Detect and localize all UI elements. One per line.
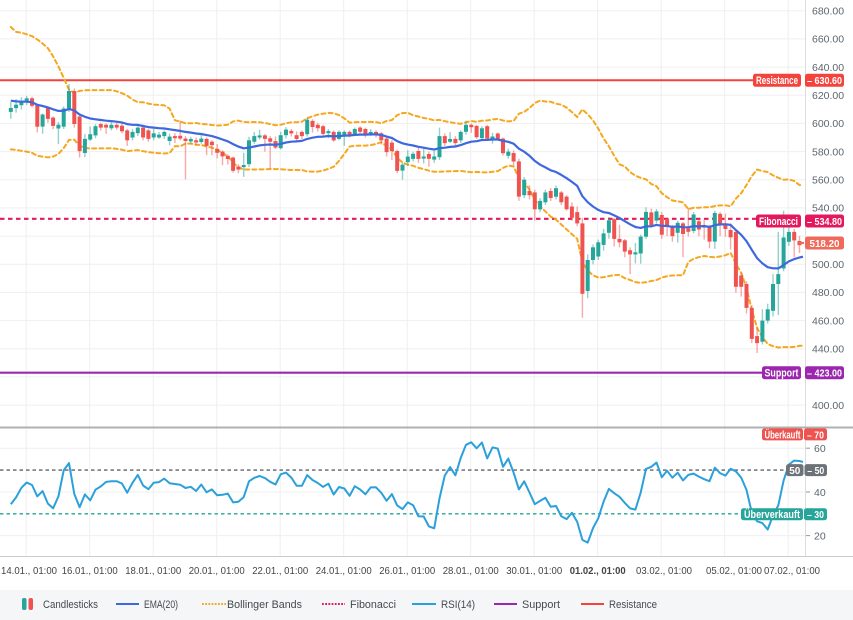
svg-text:50: 50 [789,466,801,477]
svg-text:40: 40 [814,487,826,499]
svg-text:Resistance: Resistance [609,599,657,611]
svg-text:EMA(20): EMA(20) [144,599,178,611]
svg-text:440.00: 440.00 [812,344,844,356]
svg-text:RSI(14): RSI(14) [441,599,475,611]
svg-text:Überverkauft: Überverkauft [744,508,800,521]
svg-text:660.00: 660.00 [812,34,844,46]
svg-text:16.01., 01:00: 16.01., 01:00 [62,565,118,577]
svg-text:640.00: 640.00 [812,62,844,74]
svg-text:01.02., 01:00: 01.02., 01:00 [570,565,626,577]
svg-text:14.01., 01:00: 14.01., 01:00 [1,565,57,577]
svg-text:Resistance: Resistance [756,75,798,87]
svg-text:680.00: 680.00 [812,6,844,18]
svg-text:Support: Support [765,368,799,380]
svg-text:500.00: 500.00 [812,259,844,271]
svg-text:05.02., 01:00: 05.02., 01:00 [706,565,762,577]
svg-text:28.01., 01:00: 28.01., 01:00 [443,565,499,577]
svg-text:620.00: 620.00 [812,90,844,102]
svg-text:560.00: 560.00 [812,175,844,187]
svg-text:Bollinger Bands: Bollinger Bands [227,599,302,611]
svg-text:03.02., 01:00: 03.02., 01:00 [636,565,692,577]
svg-text:26.01., 01:00: 26.01., 01:00 [379,565,435,577]
svg-text:60: 60 [814,443,826,455]
svg-text:540.00: 540.00 [812,203,844,215]
svg-text:30.01., 01:00: 30.01., 01:00 [506,565,562,577]
svg-text:600.00: 600.00 [812,118,844,130]
svg-text:480.00: 480.00 [812,287,844,299]
svg-text:22.01., 01:00: 22.01., 01:00 [252,565,308,577]
svg-text:580.00: 580.00 [812,146,844,158]
svg-text:20: 20 [814,530,826,542]
svg-text:Überkauft: Überkauft [765,428,801,441]
svg-text:400.00: 400.00 [812,400,844,412]
svg-text:– 423.00: – 423.00 [807,369,842,380]
svg-text:– 50: – 50 [807,466,824,477]
svg-text:– 30: – 30 [807,510,824,521]
svg-text:– 534.80: – 534.80 [807,217,842,228]
svg-text:– 70: – 70 [807,430,824,441]
svg-text:518.20: 518.20 [810,239,840,250]
svg-text:460.00: 460.00 [812,315,844,327]
svg-text:Support: Support [522,599,560,611]
svg-text:Candlesticks: Candlesticks [43,599,98,611]
svg-text:Fibonacci: Fibonacci [759,216,798,228]
svg-text:24.01., 01:00: 24.01., 01:00 [316,565,372,577]
svg-text:07.02., 01:00: 07.02., 01:00 [764,565,820,577]
svg-text:20.01., 01:00: 20.01., 01:00 [189,565,245,577]
svg-text:18.01., 01:00: 18.01., 01:00 [125,565,181,577]
svg-text:– 630.60: – 630.60 [807,76,842,87]
svg-text:Fibonacci: Fibonacci [350,599,396,611]
